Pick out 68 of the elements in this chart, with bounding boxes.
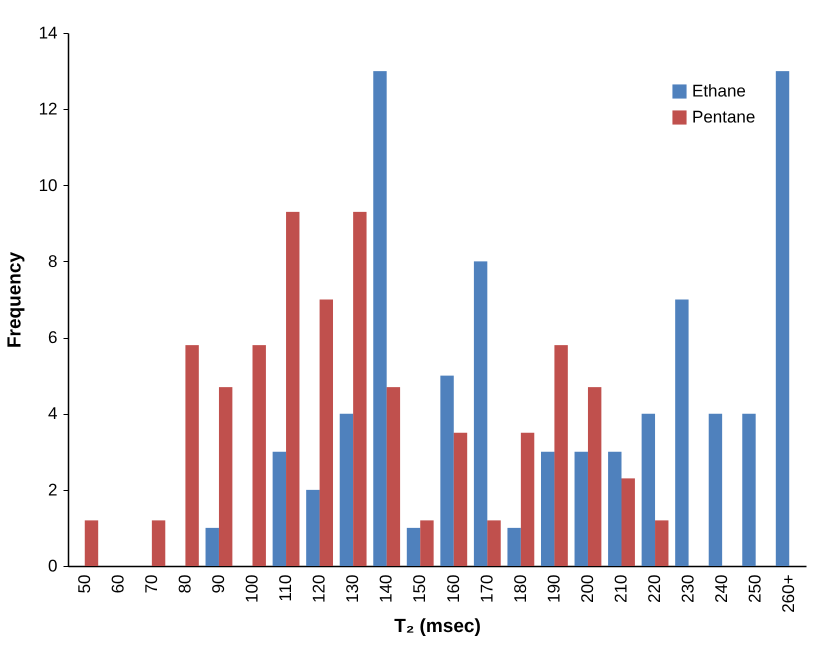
x-tick-label: 160 <box>444 574 463 603</box>
x-tick-label: 140 <box>376 574 396 603</box>
x-tick-label: 250 <box>746 574 765 603</box>
x-tick-label: 130 <box>343 574 362 603</box>
x-tick-label: 150 <box>410 574 430 603</box>
x-tick-label: 220 <box>645 574 664 603</box>
bar <box>420 520 434 566</box>
bar <box>520 432 534 566</box>
y-tick-label: 12 <box>38 100 58 119</box>
x-tick-label: 50 <box>74 574 94 594</box>
x-tick-label: 230 <box>678 574 698 603</box>
bar <box>474 261 488 566</box>
bar <box>320 300 334 566</box>
bar <box>152 520 166 566</box>
bar <box>306 490 320 566</box>
y-tick-label: 8 <box>48 252 58 271</box>
x-tick-label: 210 <box>612 574 630 603</box>
x-tick-label: 240 <box>712 574 732 603</box>
y-tick-label: 14 <box>38 24 58 42</box>
y-tick-label: 6 <box>48 328 58 348</box>
x-tick-label: 100 <box>242 574 262 603</box>
bar <box>554 345 568 566</box>
legend-label: Pentane <box>692 108 756 126</box>
bar <box>454 432 468 566</box>
x-tick-label: 90 <box>208 574 228 594</box>
bar <box>440 376 454 566</box>
y-tick-label: 0 <box>48 556 58 576</box>
x-tick-label: 80 <box>175 574 194 594</box>
bar <box>218 387 232 566</box>
x-tick-label: 170 <box>477 574 496 603</box>
bar <box>507 528 521 566</box>
x-tick-label: 260+ <box>779 574 798 613</box>
x-tick-label: 190 <box>544 574 564 603</box>
bar <box>185 345 199 566</box>
x-tick-label: 120 <box>310 574 329 603</box>
y-axis-title: Frequency <box>4 252 26 348</box>
bar <box>742 414 756 566</box>
bar <box>622 478 635 566</box>
bar <box>406 528 420 566</box>
x-tick-label: 110 <box>276 574 296 602</box>
bar <box>708 414 722 566</box>
y-tick-label: 4 <box>48 404 58 424</box>
x-tick-label: 180 <box>510 574 530 603</box>
bar <box>540 452 554 566</box>
bar <box>675 300 689 566</box>
bar <box>642 414 656 566</box>
bar <box>272 452 286 566</box>
y-tick-label: 2 <box>48 480 58 500</box>
bar <box>84 520 98 566</box>
bar <box>588 387 602 566</box>
bar <box>776 71 790 566</box>
bar <box>487 520 501 566</box>
bar <box>574 452 588 566</box>
x-tick-label: 200 <box>578 574 597 603</box>
bar <box>608 452 622 566</box>
bar <box>206 528 219 566</box>
x-tick-label: 70 <box>142 574 161 594</box>
bar <box>386 387 400 566</box>
bar <box>252 345 266 566</box>
bar <box>655 520 668 566</box>
x-axis-title: T₂ (msec) <box>394 616 481 637</box>
bar <box>353 212 367 566</box>
bar <box>373 71 387 566</box>
x-tick-label: 60 <box>108 574 128 594</box>
bar <box>286 212 300 566</box>
legend-label: Ethane <box>692 82 746 100</box>
y-tick-label: 10 <box>38 176 58 195</box>
bar <box>340 414 354 566</box>
